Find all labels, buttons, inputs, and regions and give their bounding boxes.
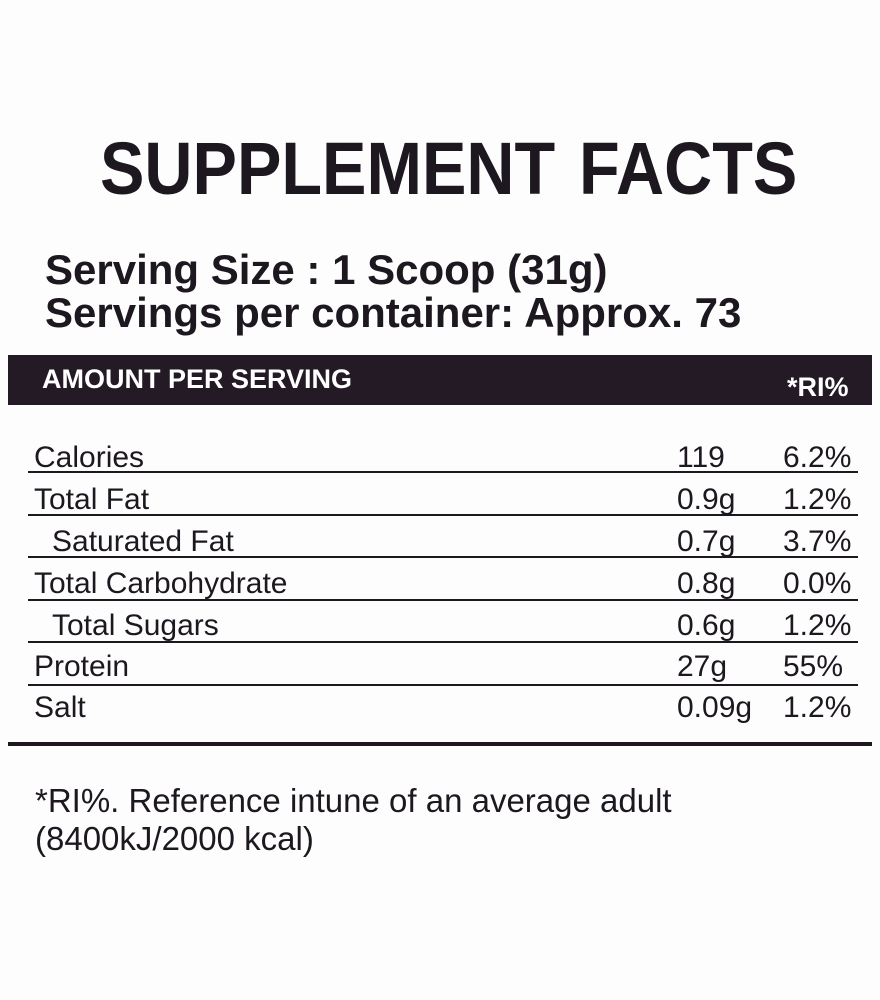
nutrient-row-total-fat: Total Fat 0.9g 1.2% <box>0 485 872 515</box>
nutrient-row-protein: Protein 27g 55% <box>0 652 872 682</box>
nutrient-ri-percent: 1.2% <box>783 691 852 724</box>
label-title: SUPPLEMENT FACTS <box>100 127 798 210</box>
servings-per-container: Servings per container: Approx. 73 <box>45 289 742 336</box>
nutrient-row-total-carbohydrate: Total Carbohydrate 0.8g 0.0% <box>0 569 872 599</box>
nutrient-name: Salt <box>34 691 86 724</box>
nutrient-amount: 27g <box>677 650 728 683</box>
footnote-reference-intake: *RI%. Reference intune of an average adu… <box>35 782 672 819</box>
nutrient-ri-percent: 55% <box>783 650 844 683</box>
nutrient-row-saturated-fat: Saturated Fat 0.7g 3.7% <box>0 527 872 557</box>
nutrient-amount: 0.9g <box>677 483 736 516</box>
nutrient-ri-percent: 6.2% <box>783 441 852 474</box>
serving-size: Serving Size : 1 Scoop (31g) <box>45 246 608 293</box>
nutrient-row-salt: Salt 0.09g 1.2% <box>0 693 872 723</box>
nutrient-ri-percent: 1.2% <box>783 483 852 516</box>
row-divider <box>28 641 858 643</box>
nutrient-name: Total Fat <box>34 483 150 516</box>
row-divider <box>28 514 858 516</box>
nutrient-amount: 0.6g <box>677 609 736 642</box>
footnote-energy-reference: (8400kJ/2000 kcal) <box>35 820 314 857</box>
nutrient-amount: 0.8g <box>677 567 736 600</box>
nutrient-name: Total Carbohydrate <box>34 567 288 600</box>
nutrient-row-calories: Calories 119 6.2% <box>0 443 872 473</box>
nutrient-ri-percent: 0.0% <box>783 567 852 600</box>
nutrient-ri-percent: 1.2% <box>783 609 852 642</box>
row-divider <box>28 684 858 686</box>
row-divider <box>28 556 858 558</box>
ri-percent-label: *RI% <box>787 372 849 402</box>
amount-per-serving-header: AMOUNT PER SERVING *RI% <box>8 355 872 405</box>
amount-per-serving-label: AMOUNT PER SERVING <box>42 364 353 394</box>
nutrient-name: Total Sugars <box>52 609 219 642</box>
row-divider <box>28 599 858 601</box>
nutrient-amount: 119 <box>677 441 725 474</box>
nutrient-amount: 0.09g <box>677 691 753 724</box>
table-bottom-rule <box>8 742 872 746</box>
nutrient-row-total-sugars: Total Sugars 0.6g 1.2% <box>0 611 872 641</box>
nutrient-name: Saturated Fat <box>52 525 234 558</box>
nutrient-name: Calories <box>34 441 145 474</box>
row-divider <box>28 471 858 473</box>
nutrient-amount: 0.7g <box>677 525 736 558</box>
nutrient-name: Protein <box>34 650 130 683</box>
nutrient-ri-percent: 3.7% <box>783 525 852 558</box>
